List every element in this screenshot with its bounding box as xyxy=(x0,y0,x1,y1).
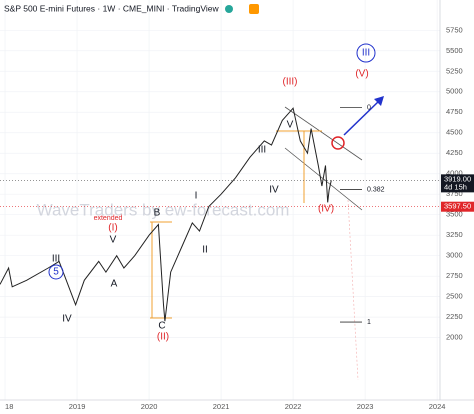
y-tick-label: 3750 xyxy=(446,189,463,198)
wave-label: C xyxy=(158,321,165,332)
fib-label: 0 xyxy=(367,104,371,111)
last-price-label: 3919.00 xyxy=(444,174,471,183)
y-tick-label: 2500 xyxy=(446,292,463,301)
x-tick-label: 2022 xyxy=(285,402,302,411)
wave-label: (I) xyxy=(108,223,117,234)
y-tick-label: 2000 xyxy=(446,333,463,342)
wave-label: III xyxy=(52,254,60,265)
wave-label: III xyxy=(362,48,370,59)
chart-title: S&P 500 E-mini Futures · 1W · CME_MINI ·… xyxy=(4,3,219,13)
watermark: WaveTraders by ew-forecast.com xyxy=(37,200,290,219)
y-tick-label: 5500 xyxy=(446,46,463,55)
y-tick-label: 4500 xyxy=(446,128,463,137)
x-tick-label: 18 xyxy=(5,402,13,411)
x-tick-label: 2019 xyxy=(69,402,86,411)
y-tick-label: 4250 xyxy=(446,148,463,157)
y-tick-label: 2250 xyxy=(446,312,463,321)
wave-label: (V) xyxy=(355,69,368,80)
arrow xyxy=(343,99,381,136)
y-tick-label: 4750 xyxy=(446,107,463,116)
wave-label: (IV) xyxy=(318,204,334,215)
wave-label: 5 xyxy=(53,267,59,278)
level-label: 3597.50 xyxy=(444,202,471,211)
channel-line xyxy=(284,106,363,161)
wave-label: B xyxy=(154,208,161,219)
wave-label: (III) xyxy=(283,77,298,88)
wave-label: III xyxy=(258,145,266,156)
arrowhead xyxy=(374,96,384,106)
last-price-box xyxy=(441,174,474,193)
wave-label: (II) xyxy=(157,332,169,343)
status-icon xyxy=(225,5,233,13)
y-tick-label: 2750 xyxy=(446,271,463,280)
plot: 0 0.382 1 xyxy=(0,104,440,326)
y-tick-label: 3000 xyxy=(446,251,463,260)
level-box xyxy=(441,201,474,212)
y-tick-label: 4000 xyxy=(446,169,463,178)
wave-label: A xyxy=(111,279,118,290)
wave-label: IV xyxy=(62,314,72,325)
wave-circle xyxy=(356,43,376,63)
badge xyxy=(249,4,259,14)
fib-label: 0.382 xyxy=(367,186,385,193)
x-tick-label: 2020 xyxy=(141,402,158,411)
wave-label: V xyxy=(110,235,117,246)
x-tick-label: 2021 xyxy=(213,402,230,411)
wave-label: V xyxy=(287,120,294,131)
wave-label: IV xyxy=(269,185,279,196)
wave-label: II xyxy=(202,245,208,256)
grid xyxy=(0,0,440,400)
countdown: 4d 15h xyxy=(444,182,467,191)
x-tick-label: 2024 xyxy=(429,402,446,411)
x-tick-label: 2023 xyxy=(357,402,374,411)
y-tick-label: 3500 xyxy=(446,210,463,219)
y-tick-label: 5000 xyxy=(446,87,463,96)
fib-label: 1 xyxy=(367,319,371,326)
target-circle xyxy=(331,136,345,150)
wave-note: extended xyxy=(94,215,123,222)
wave-circle xyxy=(48,264,64,280)
wave-label: I xyxy=(195,191,198,202)
price-line xyxy=(0,107,332,322)
y-tick-label: 5250 xyxy=(446,66,463,75)
y-tick-label: 3250 xyxy=(446,230,463,239)
y-tick-label: 5750 xyxy=(446,25,463,34)
